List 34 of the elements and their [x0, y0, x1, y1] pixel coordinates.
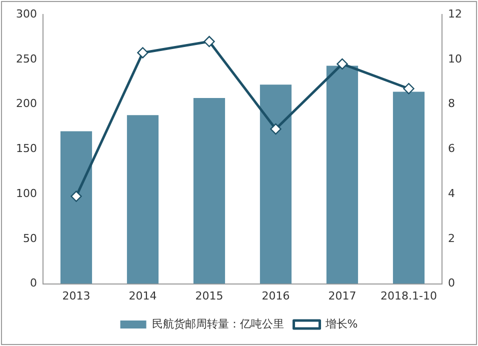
x-tick-label: 2017	[328, 289, 356, 302]
point	[70, 190, 82, 202]
y-tick-label: 150	[16, 142, 37, 156]
y2-tick-label: 0	[448, 276, 456, 290]
x-tick-label: 2013	[62, 289, 90, 302]
y2-tick-label: 8	[448, 97, 456, 110]
bar	[260, 84, 292, 284]
y2-tick-label: 4	[448, 186, 456, 200]
x-tick-label: 2015	[195, 289, 224, 302]
x-tick-label: 2018.1-10	[380, 289, 437, 302]
point	[204, 36, 215, 48]
y2-tick-label: 10	[448, 52, 462, 66]
y2-tick-label: 2	[448, 232, 456, 245]
bar	[126, 115, 159, 284]
y-tick-label: 0	[30, 276, 37, 290]
legend-label: 增长%	[324, 317, 358, 330]
legend-label: 民航货邮周转量：亿吨公里	[152, 317, 284, 330]
point	[270, 123, 282, 135]
point	[403, 83, 414, 94]
y2-tick-label: 6	[448, 142, 456, 156]
point	[137, 47, 148, 58]
y-tick-label: 100	[16, 186, 37, 200]
x-tick-label: 2016	[262, 289, 290, 302]
y-tick-label: 200	[16, 97, 37, 110]
bar	[60, 131, 92, 284]
bar	[392, 92, 425, 284]
y-tick-label: 50	[22, 232, 37, 245]
y-tick-label: 300	[16, 7, 37, 20]
y-tick-label: 250	[16, 52, 37, 66]
bar	[326, 66, 358, 284]
bar	[193, 98, 226, 284]
y2-tick-label: 12	[448, 7, 462, 20]
point	[336, 58, 348, 70]
x-tick-label: 2014	[128, 289, 157, 302]
